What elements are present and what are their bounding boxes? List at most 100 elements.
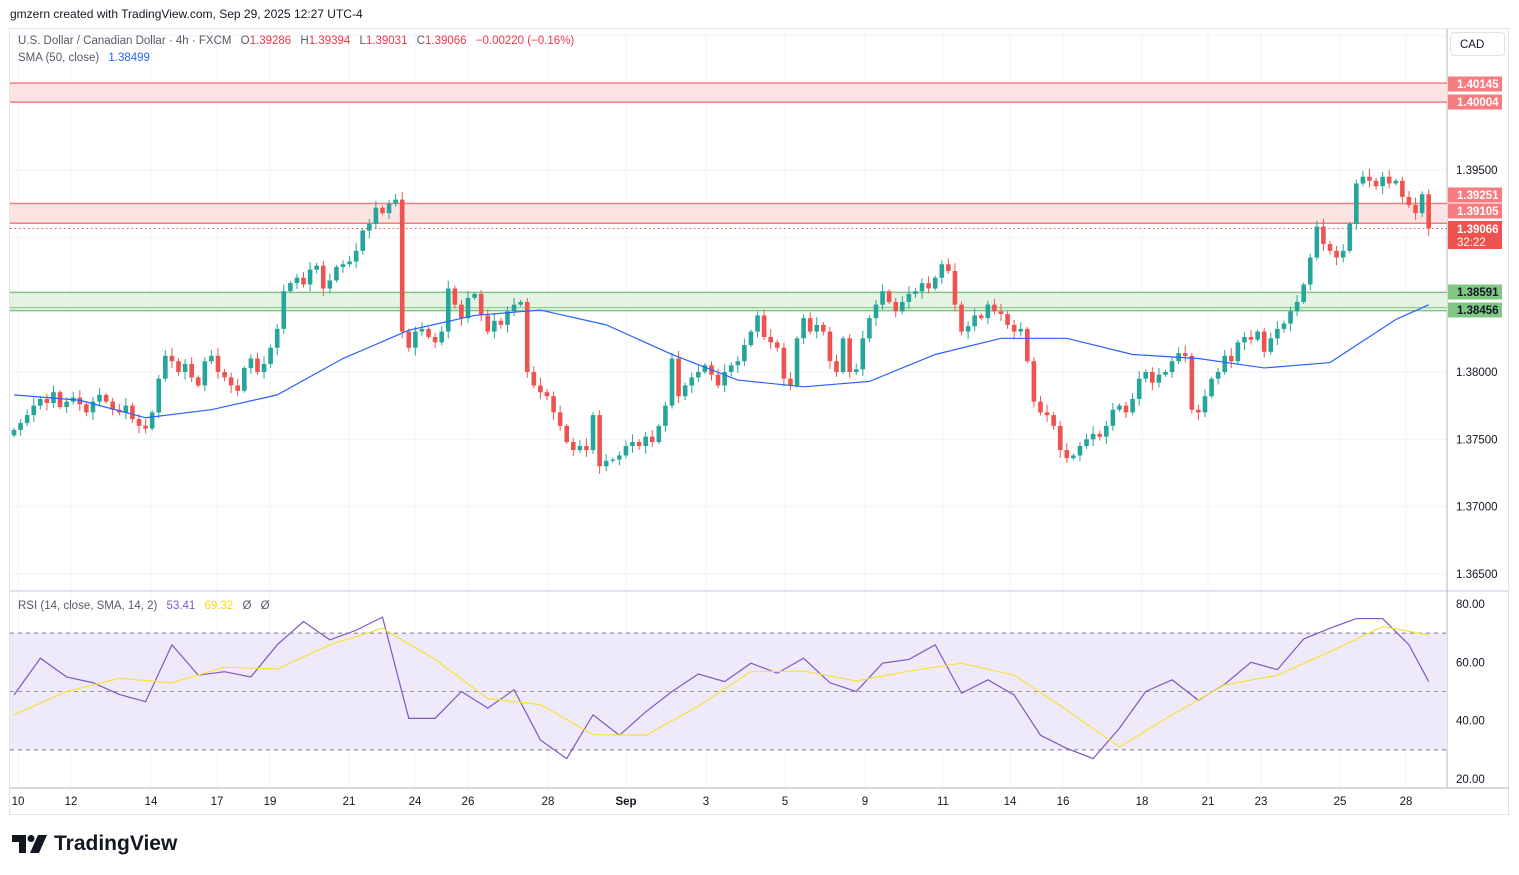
rsi-band bbox=[10, 633, 1447, 750]
candle-body bbox=[1307, 257, 1313, 285]
candle-body bbox=[906, 293, 912, 302]
candle bbox=[64, 397, 69, 413]
candle bbox=[1373, 177, 1379, 191]
candle bbox=[347, 255, 352, 268]
candle-body bbox=[1373, 180, 1379, 187]
candle bbox=[406, 328, 412, 352]
candle-body bbox=[761, 315, 767, 337]
candle-body bbox=[781, 347, 787, 379]
candle bbox=[360, 227, 366, 255]
candle bbox=[261, 356, 267, 379]
candle-body bbox=[1169, 361, 1175, 372]
candle bbox=[557, 405, 563, 431]
candle bbox=[577, 440, 583, 454]
candle bbox=[544, 389, 550, 401]
candle bbox=[1005, 311, 1010, 329]
candle bbox=[84, 401, 89, 417]
candle bbox=[893, 298, 899, 318]
sma-label: SMA (50, close) bbox=[18, 52, 100, 64]
candle-body bbox=[873, 304, 879, 319]
candle-body bbox=[367, 223, 372, 231]
candle bbox=[623, 440, 629, 459]
candle-body bbox=[215, 355, 221, 372]
candle bbox=[597, 410, 602, 474]
candle bbox=[761, 309, 767, 340]
candle-body bbox=[1334, 250, 1339, 258]
candle bbox=[682, 382, 688, 401]
candle-body bbox=[801, 318, 806, 339]
candle-body bbox=[163, 355, 168, 379]
candle-body bbox=[1136, 378, 1142, 399]
candle bbox=[755, 311, 760, 338]
candle-body bbox=[393, 199, 398, 204]
candle bbox=[571, 438, 576, 456]
candle bbox=[656, 423, 662, 445]
time-axis-label: 18 bbox=[1136, 796, 1149, 808]
candle-body bbox=[584, 446, 589, 451]
candle bbox=[768, 329, 773, 350]
candle bbox=[222, 369, 227, 382]
candle-body bbox=[617, 455, 622, 460]
price-tick-label: 1.36500 bbox=[1456, 569, 1498, 581]
candle bbox=[18, 419, 23, 436]
candle bbox=[1288, 306, 1293, 332]
candle-body bbox=[1406, 196, 1412, 206]
candle bbox=[492, 313, 497, 339]
candle bbox=[452, 285, 458, 309]
candle bbox=[1314, 220, 1320, 261]
candle bbox=[702, 363, 708, 375]
rsi-extra-2: Ø bbox=[260, 600, 270, 612]
candle-body bbox=[965, 326, 971, 332]
candle bbox=[1354, 179, 1359, 230]
last-price-tag-bg bbox=[1448, 221, 1502, 249]
candle-body bbox=[755, 315, 760, 332]
candle-body bbox=[399, 199, 405, 332]
candle bbox=[1031, 357, 1037, 408]
sma-legend[interactable]: SMA (50, close) 1.38499 bbox=[18, 52, 156, 64]
candle-body bbox=[603, 460, 609, 467]
candle-body bbox=[946, 264, 951, 271]
candle-body bbox=[1294, 301, 1300, 312]
candle bbox=[268, 344, 273, 368]
candle-body bbox=[893, 301, 899, 312]
candle-body bbox=[1426, 194, 1431, 229]
low-label: L bbox=[359, 35, 366, 47]
price-tick-label: 1.38000 bbox=[1456, 367, 1498, 379]
open-value: 1.39286 bbox=[249, 35, 292, 47]
candle bbox=[886, 289, 892, 304]
candle bbox=[774, 339, 780, 352]
candle bbox=[959, 301, 964, 336]
candle bbox=[511, 297, 517, 317]
resistance2-bottom-price-tag-bg bbox=[1448, 203, 1502, 219]
candle bbox=[722, 364, 727, 393]
currency-button[interactable]: CAD bbox=[1450, 32, 1505, 56]
candle bbox=[847, 334, 852, 378]
candle bbox=[215, 348, 221, 379]
time-axis-label: 28 bbox=[542, 796, 555, 808]
candle bbox=[465, 291, 471, 323]
candle bbox=[1307, 253, 1313, 291]
candle bbox=[1360, 170, 1366, 187]
candle-body bbox=[1064, 450, 1070, 459]
rsi-value: 53.41 bbox=[166, 600, 196, 612]
candle-body bbox=[360, 230, 366, 251]
candle bbox=[1176, 347, 1181, 365]
candle-body bbox=[31, 405, 37, 416]
candle bbox=[972, 308, 977, 332]
sma-value: 1.38499 bbox=[108, 52, 150, 64]
candle-body bbox=[1011, 324, 1017, 332]
candle bbox=[202, 357, 208, 392]
candle-body bbox=[768, 336, 773, 343]
candle-body bbox=[1038, 401, 1043, 413]
candle bbox=[603, 454, 609, 472]
candle bbox=[1209, 376, 1214, 399]
rsi-tick-label: 80.00 bbox=[1456, 599, 1485, 611]
candle bbox=[1097, 430, 1102, 441]
candle bbox=[781, 342, 787, 387]
candle bbox=[564, 423, 570, 445]
rsi-legend[interactable]: RSI (14, close, SMA, 14, 2) 53.41 69.32 … bbox=[18, 600, 276, 612]
candle bbox=[853, 363, 859, 375]
candle bbox=[610, 457, 616, 463]
tradingview-logo[interactable]: TradingView bbox=[12, 832, 177, 856]
